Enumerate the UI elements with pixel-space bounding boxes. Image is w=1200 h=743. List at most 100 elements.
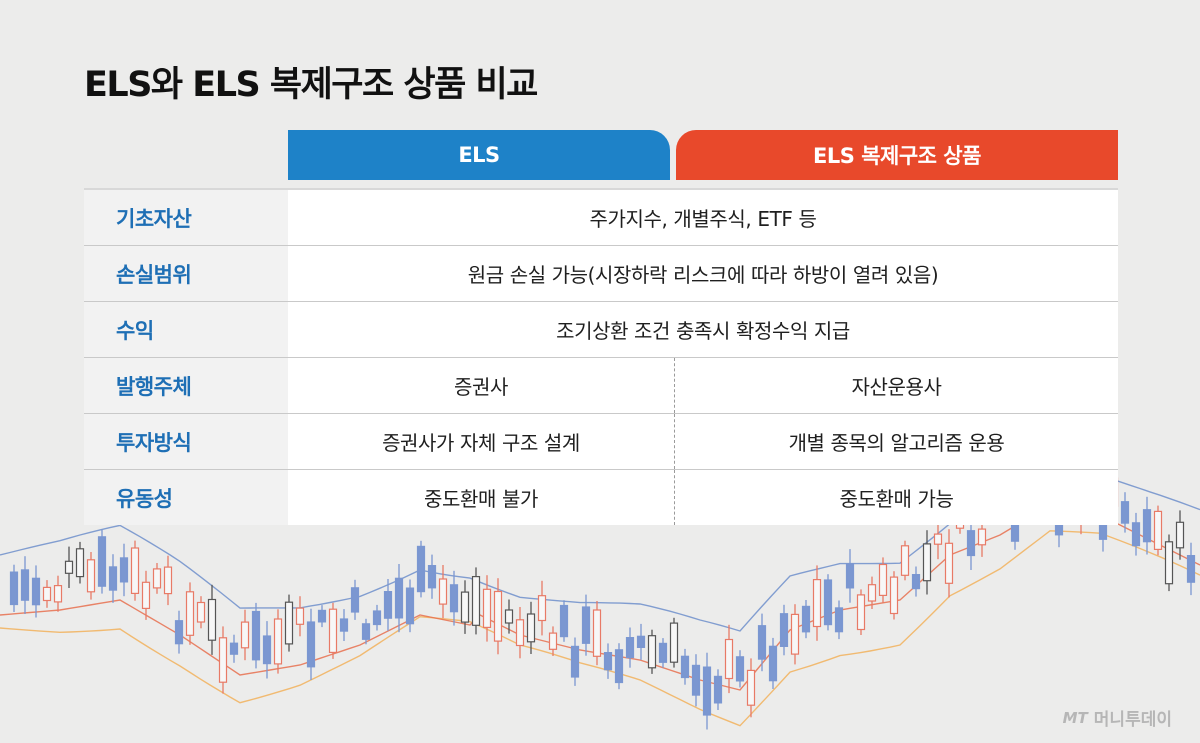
candle-body bbox=[515, 619, 525, 647]
candle-body bbox=[262, 635, 272, 665]
candle-body bbox=[482, 588, 492, 628]
brand-mark: MT bbox=[1062, 708, 1088, 727]
candle-body bbox=[53, 584, 63, 603]
candle-body bbox=[669, 622, 679, 663]
candle-body bbox=[64, 560, 74, 574]
table-row: 투자방식 증권사가 자체 구조 설계 개별 종목의 알고리즘 운용 bbox=[84, 413, 1118, 469]
lower-band-line bbox=[0, 530, 1200, 727]
candle-body bbox=[944, 542, 954, 584]
candle-body bbox=[581, 606, 591, 644]
table-body: 기초자산 주가지수, 개별주식, ETF 등 손실범위 원금 손실 가능(시장하… bbox=[84, 188, 1118, 525]
candle-body bbox=[20, 569, 30, 601]
candle-body bbox=[977, 528, 987, 546]
page-title: ELS와 ELS 복제구조 상품 비교 bbox=[84, 65, 538, 105]
els-value: 증권사 bbox=[454, 375, 508, 399]
brand-name: 머니투데이 bbox=[1093, 710, 1172, 730]
candle-body bbox=[86, 559, 96, 593]
candle-body bbox=[163, 566, 173, 595]
moving-average-line bbox=[0, 504, 1200, 691]
candle-body bbox=[174, 620, 184, 645]
candle-body bbox=[823, 579, 833, 626]
replica-value: 자산운용사 bbox=[674, 358, 1118, 413]
candle-body bbox=[251, 610, 261, 661]
candle-body bbox=[878, 563, 888, 596]
table-row: 기초자산 주가지수, 개별주식, ETF 등 bbox=[84, 190, 1118, 245]
candle-body bbox=[119, 557, 129, 583]
candle-body bbox=[471, 575, 481, 626]
replica-value: 개별 종목의 알고리즘 운용 bbox=[674, 414, 1118, 469]
row-label: 기초자산 bbox=[84, 190, 288, 245]
candle-body bbox=[713, 675, 723, 704]
candle-body bbox=[42, 586, 52, 602]
candle-body bbox=[207, 598, 217, 641]
candle-body bbox=[537, 595, 547, 622]
row-value: 원금 손실 가능(시장하락 리스크에 따라 하방이 열려 있음) bbox=[467, 263, 939, 287]
candle-body bbox=[856, 594, 866, 631]
candle-body bbox=[394, 577, 404, 619]
candle-body bbox=[493, 590, 503, 642]
candle-body bbox=[416, 545, 426, 593]
replica-value: 중도환매 가능 bbox=[674, 470, 1118, 525]
candle-body bbox=[1120, 501, 1130, 524]
candle-body bbox=[372, 610, 382, 626]
row-label: 수익 bbox=[84, 302, 288, 357]
candle-body bbox=[702, 666, 712, 716]
candle-body bbox=[185, 591, 195, 636]
table-row: 유동성 중도환매 불가 중도환매 가능 bbox=[84, 469, 1118, 525]
row-label: 발행주체 bbox=[84, 358, 288, 413]
candle-body bbox=[97, 536, 107, 587]
candle-body bbox=[405, 587, 415, 625]
candle-body bbox=[812, 578, 822, 628]
els-value: 중도환매 불가 bbox=[424, 487, 538, 511]
candle-body bbox=[680, 655, 690, 679]
els-value: 증권사가 자체 구조 설계 bbox=[382, 431, 580, 455]
candle-body bbox=[834, 607, 844, 633]
candle-body bbox=[889, 576, 899, 615]
candle-body bbox=[1186, 554, 1196, 583]
candle-body bbox=[1175, 521, 1185, 549]
candle-body bbox=[966, 530, 976, 557]
candle-body bbox=[361, 623, 371, 640]
candle-body bbox=[625, 636, 635, 659]
table-row: 수익 조기상환 조건 충족시 확정수익 지급 bbox=[84, 301, 1118, 357]
candle-body bbox=[658, 642, 668, 663]
candle-body bbox=[746, 669, 756, 706]
candle-body bbox=[636, 635, 646, 648]
candle-body bbox=[460, 591, 470, 623]
row-value: 주가지수, 개별주식, ETF 등 bbox=[589, 207, 817, 231]
column-header-els: ELS bbox=[288, 130, 670, 180]
candle-body bbox=[603, 651, 613, 671]
candle-body bbox=[900, 545, 910, 576]
row-label: 손실범위 bbox=[84, 246, 288, 301]
candle-body bbox=[801, 605, 811, 633]
table-row: 손실범위 원금 손실 가능(시장하락 리스크에 따라 하방이 열려 있음) bbox=[84, 245, 1118, 301]
candle-body bbox=[339, 618, 349, 632]
candle-body bbox=[614, 649, 624, 684]
row-label: 유동성 bbox=[84, 470, 288, 525]
candle-body bbox=[735, 656, 745, 682]
candle-body bbox=[284, 601, 294, 645]
candle-body bbox=[647, 635, 657, 669]
publisher-watermark: MT 머니투데이 bbox=[1062, 705, 1172, 731]
table-header: ELS ELS 복제구조 상품 bbox=[84, 130, 1118, 180]
candle-body bbox=[757, 625, 767, 660]
candle-body bbox=[449, 584, 459, 613]
candle-body bbox=[1164, 541, 1174, 585]
candle-body bbox=[790, 613, 800, 655]
candle-body bbox=[152, 568, 162, 589]
candle-body bbox=[504, 609, 514, 624]
candle-body bbox=[328, 608, 338, 654]
candle-body bbox=[218, 637, 228, 683]
candle-body bbox=[273, 618, 283, 665]
candle-body bbox=[130, 547, 140, 595]
candle-body bbox=[31, 577, 41, 606]
candle-body bbox=[526, 613, 536, 643]
candle-body bbox=[724, 638, 734, 680]
candle-body bbox=[691, 664, 701, 696]
column-header-replica: ELS 복제구조 상품 bbox=[676, 130, 1118, 180]
candle-body bbox=[933, 533, 943, 545]
candle-body bbox=[438, 578, 448, 605]
candle-body bbox=[9, 571, 19, 606]
candle-body bbox=[350, 587, 360, 613]
candle-body bbox=[306, 621, 316, 668]
